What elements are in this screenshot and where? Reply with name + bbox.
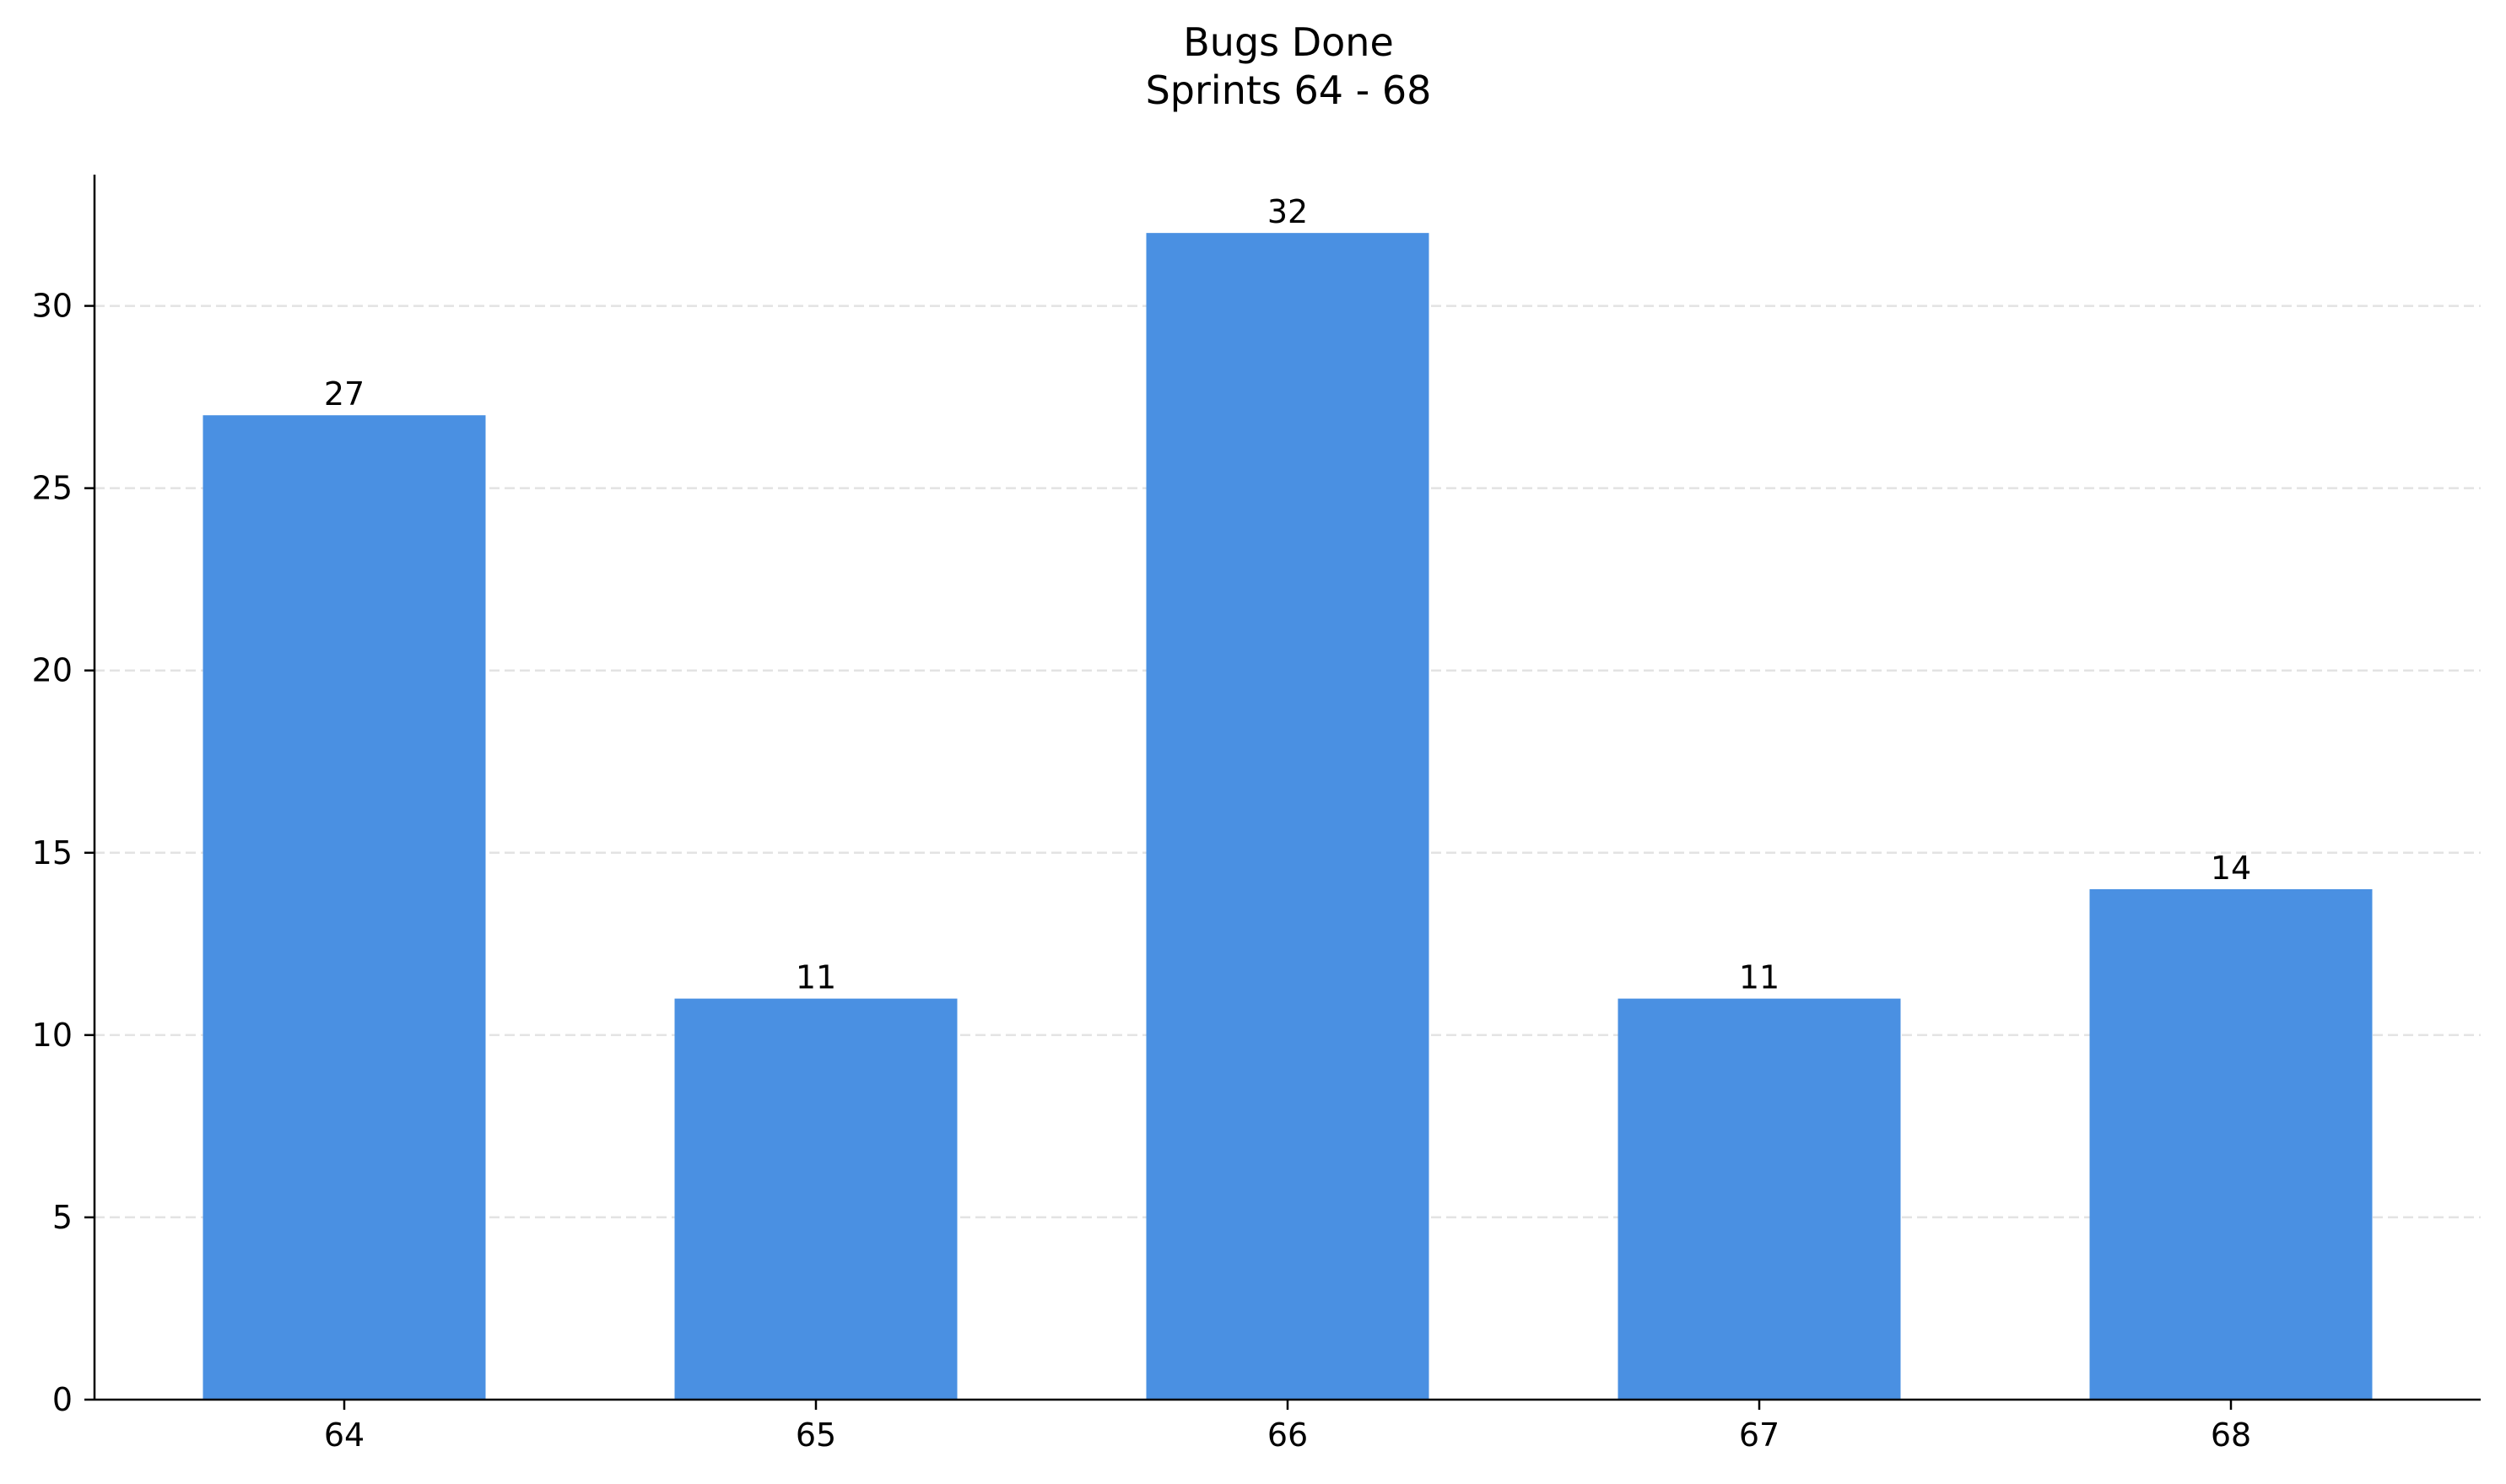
chart-title: Bugs Done xyxy=(1183,19,1394,65)
bar xyxy=(203,415,486,1400)
bar-value-label: 27 xyxy=(324,375,365,413)
bar-value-label: 11 xyxy=(1739,959,1780,996)
y-tick-label: 20 xyxy=(32,652,73,689)
bar-value-label: 32 xyxy=(1267,193,1308,230)
y-tick-label: 15 xyxy=(32,834,73,872)
x-tick-label: 66 xyxy=(1267,1417,1308,1454)
bars xyxy=(203,233,2373,1400)
y-tick-label: 5 xyxy=(52,1199,73,1236)
x-tick-label: 64 xyxy=(324,1417,365,1454)
bar xyxy=(674,998,958,1400)
data-labels: 27 11 32 11 14 xyxy=(324,193,2251,996)
y-tick-label: 25 xyxy=(32,470,73,507)
y-tick-label: 10 xyxy=(32,1017,73,1054)
bar-value-label: 14 xyxy=(2211,850,2251,887)
bar-value-label: 11 xyxy=(796,959,836,996)
bar xyxy=(1146,233,1429,1400)
bar xyxy=(2089,889,2373,1400)
chart-subtitle: Sprints 64 - 68 xyxy=(1146,67,1432,113)
x-tick-label: 68 xyxy=(2211,1417,2251,1454)
axes: 0 5 10 15 20 25 30 64 65 66 67 68 xyxy=(32,175,2481,1454)
y-tick-label: 0 xyxy=(52,1381,73,1418)
y-tick-label: 30 xyxy=(32,288,73,325)
x-tick-label: 67 xyxy=(1739,1417,1780,1454)
x-tick-label: 65 xyxy=(796,1417,836,1454)
bar xyxy=(1618,998,1901,1400)
